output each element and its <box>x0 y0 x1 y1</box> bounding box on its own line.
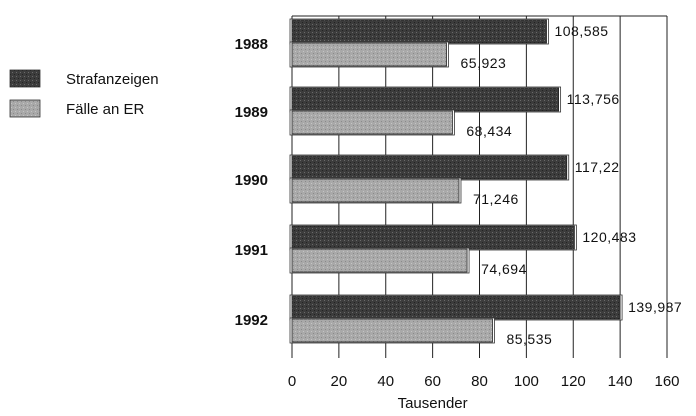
x-tick-label: 0 <box>288 373 296 390</box>
y-category-label: 1991 <box>235 242 268 259</box>
y-category-label: 1989 <box>235 104 268 121</box>
x-axis-label: Tausender <box>398 395 468 412</box>
y-category-label: 1988 <box>235 36 268 53</box>
data-label: 108,585 <box>554 23 608 39</box>
y-category-label: 1990 <box>235 172 268 189</box>
data-label: 74,694 <box>481 261 527 277</box>
bar-faelle-an-er <box>291 110 453 135</box>
x-tick-label: 100 <box>514 373 539 390</box>
bar-faelle-an-er <box>291 248 468 273</box>
legend-swatch-faelle-an-er <box>9 99 41 118</box>
x-tick-label: 60 <box>424 373 441 390</box>
legend-label: Strafanzeigen <box>66 71 159 88</box>
legend: Strafanzeigen Fälle an ER <box>9 69 159 118</box>
legend-label: Fälle an ER <box>66 101 145 118</box>
data-label: 85,535 <box>506 331 552 347</box>
data-label: 139,987 <box>628 299 682 315</box>
x-tick-label: 20 <box>331 373 348 390</box>
bar-faelle-an-er <box>291 318 493 343</box>
x-tick-label: 140 <box>608 373 633 390</box>
bar-strafanzeigen <box>291 155 568 180</box>
legend-swatch-strafanzeigen <box>9 69 41 88</box>
value-labels: 108,585 65,923 113,756 68,434 117,22 71,246 12… <box>461 23 682 347</box>
x-tick-label: 160 <box>654 373 679 390</box>
bar-strafanzeigen <box>291 295 621 320</box>
bar-faelle-an-er <box>291 178 460 203</box>
data-label: 65,923 <box>461 55 507 71</box>
data-label: 120,483 <box>582 229 636 245</box>
bar-strafanzeigen <box>291 87 560 112</box>
data-label: 117,22 <box>575 159 620 175</box>
bar-strafanzeigen <box>291 225 575 250</box>
x-tick-label: 120 <box>561 373 586 390</box>
grid-lines <box>291 15 668 358</box>
bar-faelle-an-er <box>291 42 447 67</box>
bar-strafanzeigen <box>291 19 547 44</box>
x-tick-label: 80 <box>471 373 488 390</box>
y-category-label: 1992 <box>235 312 268 329</box>
data-label: 71,246 <box>473 191 519 207</box>
bars <box>289 18 623 344</box>
data-label: 113,756 <box>567 91 620 107</box>
data-label: 68,434 <box>466 123 512 139</box>
axes: 0 20 40 60 80 100 120 140 160 Tausender 1988 1989 19… <box>235 36 680 412</box>
x-tick-label: 40 <box>377 373 394 390</box>
